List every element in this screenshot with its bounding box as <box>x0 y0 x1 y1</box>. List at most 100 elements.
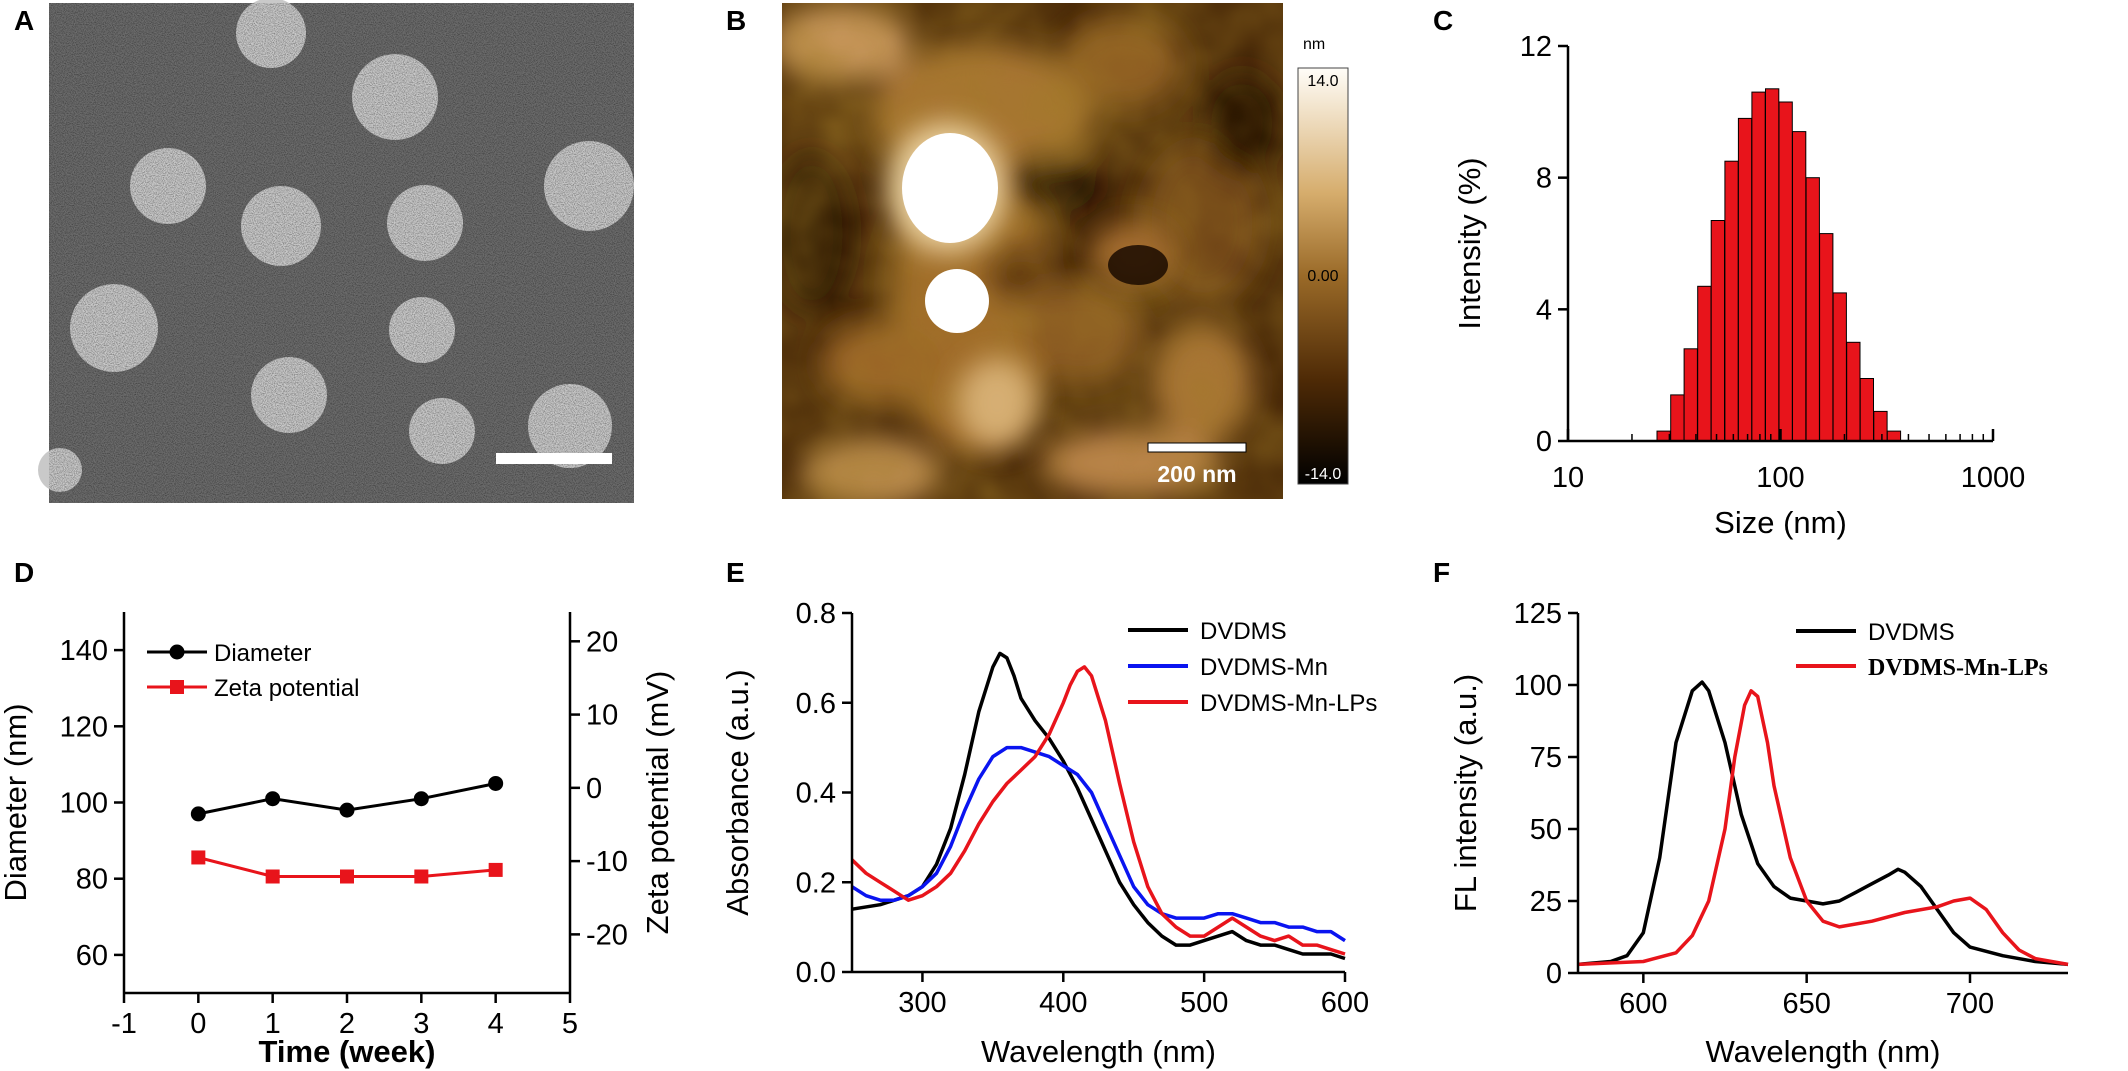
x-tick-label: 700 <box>1946 988 1994 1020</box>
x-tick-label: 300 <box>898 987 946 1019</box>
histogram-bar <box>1656 430 1671 442</box>
x-tick-label: 10 <box>1552 462 1584 494</box>
y-tick-label: 0.2 <box>796 867 836 899</box>
y-tick-label: 50 <box>1530 814 1562 846</box>
data-point <box>340 869 354 884</box>
data-point <box>191 850 206 865</box>
colorbar-min: -14.0 <box>1305 466 1342 483</box>
y-tick-label: 100 <box>1514 670 1562 702</box>
legend-label: Diameter <box>214 640 311 667</box>
legend-label: DVDMS-Mn-LPs <box>1200 690 1377 717</box>
y-axis-label: Absorbance (a.u.) <box>720 669 755 915</box>
y2-tick-label: 0 <box>586 773 602 805</box>
panel-c: C 10 100 1000 0 4 8 12 Size (nm) Intensity (%) <box>1433 5 2025 540</box>
x-tick-label: -1 <box>111 1008 137 1040</box>
x-axis-label: Size (nm) <box>1714 505 1847 540</box>
chart-d: -1 0 1 2 3 4 56080100120140-20-1001020Diameter… <box>0 612 675 1069</box>
y-axis-label: Intensity (%) <box>1452 157 1487 329</box>
chart-c: 10 100 1000 0 4 8 12 Size (nm) Intensity (%) <box>1452 31 2025 540</box>
y2-tick-label: -10 <box>586 846 628 878</box>
colorbar-unit: nm <box>1303 36 1325 53</box>
tem-scale-bar <box>496 453 612 464</box>
afm-image <box>782 3 1283 499</box>
x-tick-label: 1 <box>265 1008 281 1040</box>
y-tick-label: 25 <box>1530 886 1562 918</box>
y-axis-label: FL intensity (a.u.) <box>1448 674 1483 912</box>
histogram-bar <box>1832 292 1847 442</box>
histogram-bar <box>1819 233 1834 442</box>
histogram-bar <box>1873 410 1888 442</box>
y-tick-label: 100 <box>60 788 108 820</box>
panel-label-d: D <box>14 557 34 588</box>
y-tick-label: 0.6 <box>796 688 836 720</box>
panel-label-a: A <box>14 5 34 36</box>
panel-b: B <box>726 3 1349 499</box>
histogram-bar <box>1751 91 1766 442</box>
x-tick-label: 400 <box>1039 987 1087 1019</box>
data-point <box>414 869 429 884</box>
legend-label: DVDMS-Mn-LPs <box>1868 655 2048 681</box>
x-tick-label: 650 <box>1782 988 1830 1020</box>
panel-label-b: B <box>726 5 746 36</box>
panel-e: E 300 400 500 600 0.0 0.2 0.4 0.6 0.8 DVDMS DVDMS-… <box>720 557 1377 1069</box>
histogram-bar <box>1792 131 1807 442</box>
y-tick-label: 80 <box>76 864 108 896</box>
histogram-bar <box>1778 101 1793 442</box>
x-tick-label: 4 <box>488 1008 504 1040</box>
histogram-bar <box>1670 394 1685 442</box>
histogram-bar <box>1710 220 1725 442</box>
series-line <box>850 665 1346 956</box>
panel-f: F 600 650 700 0 25 50 75 100 125 DVDMS DVDMS-Mn-LP… <box>1433 557 2069 1069</box>
y-tick-label: 125 <box>1514 598 1562 630</box>
panel-a: A <box>14 0 634 503</box>
x-tick-label: 5 <box>562 1008 578 1040</box>
panel-label-f: F <box>1433 557 1450 588</box>
x-axis-label: Wavelength (nm) <box>981 1034 1216 1069</box>
afm-scale-bar <box>1147 442 1247 453</box>
afm-bright-particle <box>925 269 989 333</box>
y-tick-label: 60 <box>76 940 108 972</box>
legend-label: DVDMS-Mn <box>1200 654 1328 681</box>
tem-grain <box>49 3 634 503</box>
x-tick-label: 2 <box>339 1008 355 1040</box>
histogram-bar <box>1846 341 1861 442</box>
afm-bright-particle <box>902 133 998 243</box>
legend-marker <box>170 680 184 694</box>
y-tick-label: 120 <box>60 711 108 743</box>
histogram-bar <box>1724 160 1739 442</box>
x-tick-label: 0 <box>190 1008 206 1040</box>
afm-scale-label: 200 nm <box>1157 461 1236 487</box>
y2-tick-label: -20 <box>586 919 628 951</box>
legend-label: DVDMS <box>1200 618 1287 645</box>
x-axis-label: Time (week) <box>259 1034 436 1069</box>
legend-label: DVDMS <box>1868 619 1955 646</box>
series-line <box>851 651 1346 961</box>
colorbar-max: 14.0 <box>1307 73 1338 90</box>
histogram-bar <box>1886 430 1902 442</box>
x-tick-label: 600 <box>1619 988 1667 1020</box>
histogram-bar <box>1683 348 1698 442</box>
x-tick-label: 100 <box>1756 462 1804 494</box>
legend-marker <box>169 644 185 660</box>
y-tick-label: 0.8 <box>796 598 836 630</box>
histogram-bar <box>1805 177 1820 442</box>
y2-axis-label: Zeta potential (mV) <box>640 671 675 935</box>
chart-e: 300 400 500 600 0.0 0.2 0.4 0.6 0.8 DVDMS DVDMS-Mn… <box>720 598 1377 1069</box>
y-axis-label: Diameter (nm) <box>0 703 33 901</box>
series-line <box>851 745 1346 943</box>
panel-d: D -1 0 1 2 3 4 56080100120140-20-1001020Diamet… <box>0 557 675 1069</box>
y2-tick-label: 20 <box>586 626 618 658</box>
data-point <box>190 806 206 822</box>
y-tick-label: 0 <box>1546 958 1562 990</box>
y-tick-label: 0 <box>1536 426 1552 458</box>
histogram-bar <box>1859 378 1874 442</box>
y-tick-label: 140 <box>60 635 108 667</box>
data-point <box>488 775 504 791</box>
panel-label-e: E <box>726 557 745 588</box>
data-point <box>339 802 355 818</box>
y-tick-label: 12 <box>1520 31 1552 63</box>
legend-label: Zeta potential <box>214 675 359 702</box>
data-point <box>265 869 280 884</box>
x-tick-label: 1000 <box>1961 462 2026 494</box>
